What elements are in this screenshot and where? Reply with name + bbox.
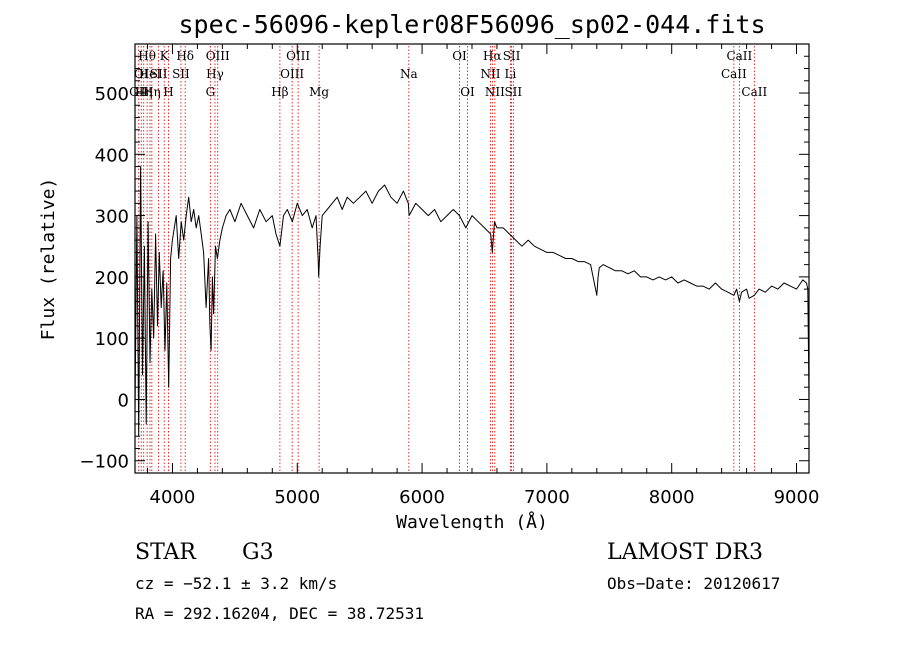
survey-name: LAMOST DR3 — [607, 540, 763, 565]
x-axis: 4000 5000 6000 7000 8000 9000 — [146, 44, 820, 508]
line-marker-label: Hα — [483, 49, 502, 63]
flux-series — [134, 166, 810, 437]
line-marker-label: OI — [134, 67, 149, 81]
x-tick-label: 8000 — [649, 487, 695, 508]
x-tick-label: 6000 — [399, 487, 445, 508]
line-marker-label: CaII — [741, 85, 767, 99]
line-marker-label: Hη — [143, 85, 161, 99]
line-marker-label: Li — [505, 67, 517, 81]
coordinates: RA = 292.16204, DEC = 38.72531 — [135, 604, 424, 623]
x-tick-label: 9000 — [774, 487, 820, 508]
y-axis: −100 0 100 200 300 400 500 — [80, 43, 809, 474]
chart-title: spec-56096-kepler08F56096_sp02-044.fits — [179, 10, 766, 39]
line-marker-label: SII — [503, 49, 521, 63]
y-tick-label: 500 — [95, 84, 129, 105]
y-tick-label: 0 — [118, 390, 129, 411]
object-subclass: G3 — [242, 540, 274, 565]
spectral-line-markers: OIIOIHηHθHeIHηSIIKHSIIHδGHγOIIIHβOIIIOII… — [129, 46, 767, 472]
x-tick-label: 5000 — [274, 487, 320, 508]
flux-line — [134, 166, 810, 437]
line-marker-label: SII — [504, 85, 522, 99]
line-marker-label: G — [206, 85, 216, 99]
line-marker-label: OIII — [206, 49, 230, 63]
line-marker-label: CaII — [721, 67, 747, 81]
x-axis-label: Wavelength (Å) — [396, 511, 548, 530]
line-marker-label: Mg — [309, 85, 329, 99]
line-marker-label: NII — [480, 67, 500, 81]
line-marker-label: K — [160, 49, 170, 63]
line-marker-label: OI — [452, 49, 467, 63]
velocity-readout: cz = −52.1 ± 3.2 km/s — [135, 574, 338, 593]
plot-frame — [134, 43, 810, 474]
line-marker-label: OIII — [286, 49, 310, 63]
line-marker-label: SII — [172, 67, 190, 81]
line-marker-label: OIII — [280, 67, 304, 81]
line-marker-label: CaII — [726, 49, 752, 63]
x-tick-label: 7000 — [524, 487, 570, 508]
line-marker-label: Na — [400, 67, 418, 81]
line-marker-label: SII — [150, 67, 168, 81]
y-tick-label: −100 — [80, 452, 129, 473]
y-axis-label: Flux (relative) — [38, 178, 59, 341]
line-marker-label: Hβ — [271, 85, 288, 99]
line-marker-label: HeI — [139, 67, 162, 81]
object-class: STAR — [135, 540, 196, 565]
line-marker-label: OI — [460, 85, 475, 99]
line-marker-label: NII — [485, 85, 505, 99]
line-marker-label: Hδ — [176, 49, 194, 63]
spectrum-chart: spec-56096-kepler08F56096_sp02-044.fits … — [38, 10, 820, 530]
line-marker-label: H — [163, 85, 173, 99]
line-marker-label: Hθ — [138, 49, 156, 63]
y-tick-label: 300 — [95, 207, 129, 228]
y-tick-label: 400 — [95, 145, 129, 166]
y-tick-label: 100 — [95, 329, 129, 350]
line-marker-label: Hγ — [206, 67, 224, 81]
line-marker-label: Hη — [135, 85, 153, 99]
y-tick-label: 200 — [95, 268, 129, 289]
obs-date: Obs−Date: 20120617 — [607, 574, 781, 593]
x-tick-label: 4000 — [150, 487, 196, 508]
